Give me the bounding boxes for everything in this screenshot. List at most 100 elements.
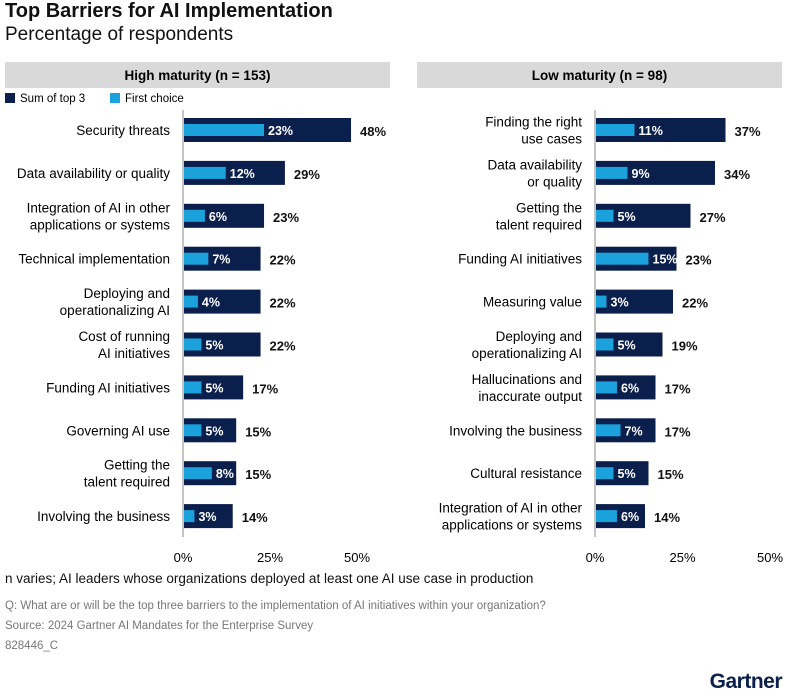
low-label-sum-top3: 15% [658,467,684,482]
high-label-first-choice: 7% [212,253,230,267]
high-bar-first-choice [184,381,202,394]
high-category-label: Technical implementation [18,252,170,267]
high-category-label: AI initiatives [98,346,170,361]
high-x-tick: 0% [174,550,193,565]
survey-question: Q: What are or will be the top three bar… [5,600,546,612]
low-category-label: Hallucinations and [472,372,582,387]
high-label-sum-top3: 48% [360,124,386,139]
low-label-first-choice: 3% [611,296,629,310]
high-bar-first-choice [184,252,209,265]
low-label-first-choice: 7% [625,424,643,438]
high-label-first-choice: 23% [268,124,293,138]
low-panel-header [417,62,782,88]
high-label-sum-top3: 14% [242,510,268,525]
legend-swatch-first-choice [110,93,120,103]
high-label-first-choice: 3% [198,510,216,524]
high-label-sum-top3: 17% [252,381,278,396]
high-category-label: Getting the [104,458,170,473]
low-label-sum-top3: 22% [682,296,708,311]
high-label-first-choice: 12% [230,167,255,181]
low-category-label: use cases [521,132,582,147]
low-label-sum-top3: 17% [665,381,691,396]
low-x-tick: 50% [757,550,783,565]
high-category-label: Involving the business [37,509,170,524]
low-label-sum-top3: 27% [700,210,726,225]
high-bar-first-choice [184,467,212,480]
high-label-sum-top3: 22% [270,253,296,268]
high-bar-first-choice [184,166,226,179]
high-category-label: Integration of AI in other [27,200,171,215]
low-label-first-choice: 5% [618,210,636,224]
high-panel-title: High maturity (n = 153) [125,68,271,83]
high-bar-first-choice [184,124,265,136]
high-category-label: Governing AI use [66,423,170,438]
chart-title: Top Barriers for AI Implementation [5,0,333,22]
low-label-sum-top3: 17% [665,424,691,439]
high-label-first-choice: 4% [202,296,220,310]
low-category-label: Funding AI initiatives [458,252,582,267]
low-label-sum-top3: 23% [686,253,712,268]
low-bar-first-choice [596,467,614,480]
low-category-label: operationalizing AI [472,346,582,361]
high-bar-first-choice [184,510,195,523]
gartner-logo: Gartner [709,670,783,693]
low-label-first-choice: 6% [621,510,639,524]
high-bar-first-choice [184,209,205,222]
high-category-label: applications or systems [30,217,171,232]
high-label-sum-top3: 29% [294,167,320,182]
high-label-sum-top3: 15% [245,424,271,439]
high-label-first-choice: 8% [216,467,234,481]
high-bar-first-choice [184,295,198,308]
high-panel-header [5,62,390,88]
high-label-sum-top3: 22% [270,296,296,311]
low-bar-sum-top3 [596,289,673,314]
high-category-label: talent required [84,475,170,490]
high-x-tick: 50% [344,550,370,565]
low-bar-first-choice [596,209,614,222]
low-category-label: or quality [527,174,582,189]
high-label-first-choice: 5% [205,339,223,353]
high-category-label: Deploying and [84,286,170,301]
source: Source: 2024 Gartner AI Mandates for the… [5,620,314,632]
legend-label-first-choice: First choice [125,93,184,105]
high-label-sum-top3: 15% [245,467,271,482]
high-label-first-choice: 6% [209,210,227,224]
low-category-label: talent required [496,217,582,232]
legend-label-sum-top3: Sum of top 3 [20,93,85,105]
high-category-label: operationalizing AI [60,303,170,318]
low-label-sum-top3: 34% [724,167,750,182]
low-bar-first-choice [596,338,614,351]
high-bar-first-choice [184,338,202,351]
high-category-label: Security threats [76,123,170,138]
low-category-label: applications or systems [442,518,583,533]
chart-subtitle: Percentage of respondents [5,24,234,45]
figure-id: 828446_C [5,640,59,652]
low-bar-first-choice [596,381,617,394]
low-category-label: Involving the business [449,423,582,438]
low-bar-first-choice [596,252,649,265]
low-label-first-choice: 9% [632,167,650,181]
low-bar-first-choice [596,510,617,523]
low-label-first-choice: 5% [618,339,636,353]
low-category-label: Cultural resistance [470,466,582,481]
footnote: n varies; AI leaders whose organizations… [5,571,534,586]
low-category-label: Integration of AI in other [439,501,583,516]
low-bar-first-choice [596,295,607,308]
low-label-first-choice: 6% [621,381,639,395]
low-category-label: Getting the [516,200,582,215]
low-label-first-choice: 5% [618,467,636,481]
high-bar-sum-top3 [184,504,233,529]
high-category-label: Data availability or quality [17,166,170,181]
high-label-first-choice: 5% [205,381,223,395]
low-label-sum-top3: 37% [735,124,761,139]
low-x-tick: 0% [586,550,605,565]
low-category-label: Data availability [487,157,582,172]
low-label-first-choice: 15% [653,253,678,267]
high-category-label: Funding AI initiatives [46,380,170,395]
low-label-sum-top3: 19% [672,339,698,354]
high-category-label: Cost of running [78,329,170,344]
low-category-label: Finding the right [485,115,582,130]
low-panel-title: Low maturity (n = 98) [532,68,667,83]
